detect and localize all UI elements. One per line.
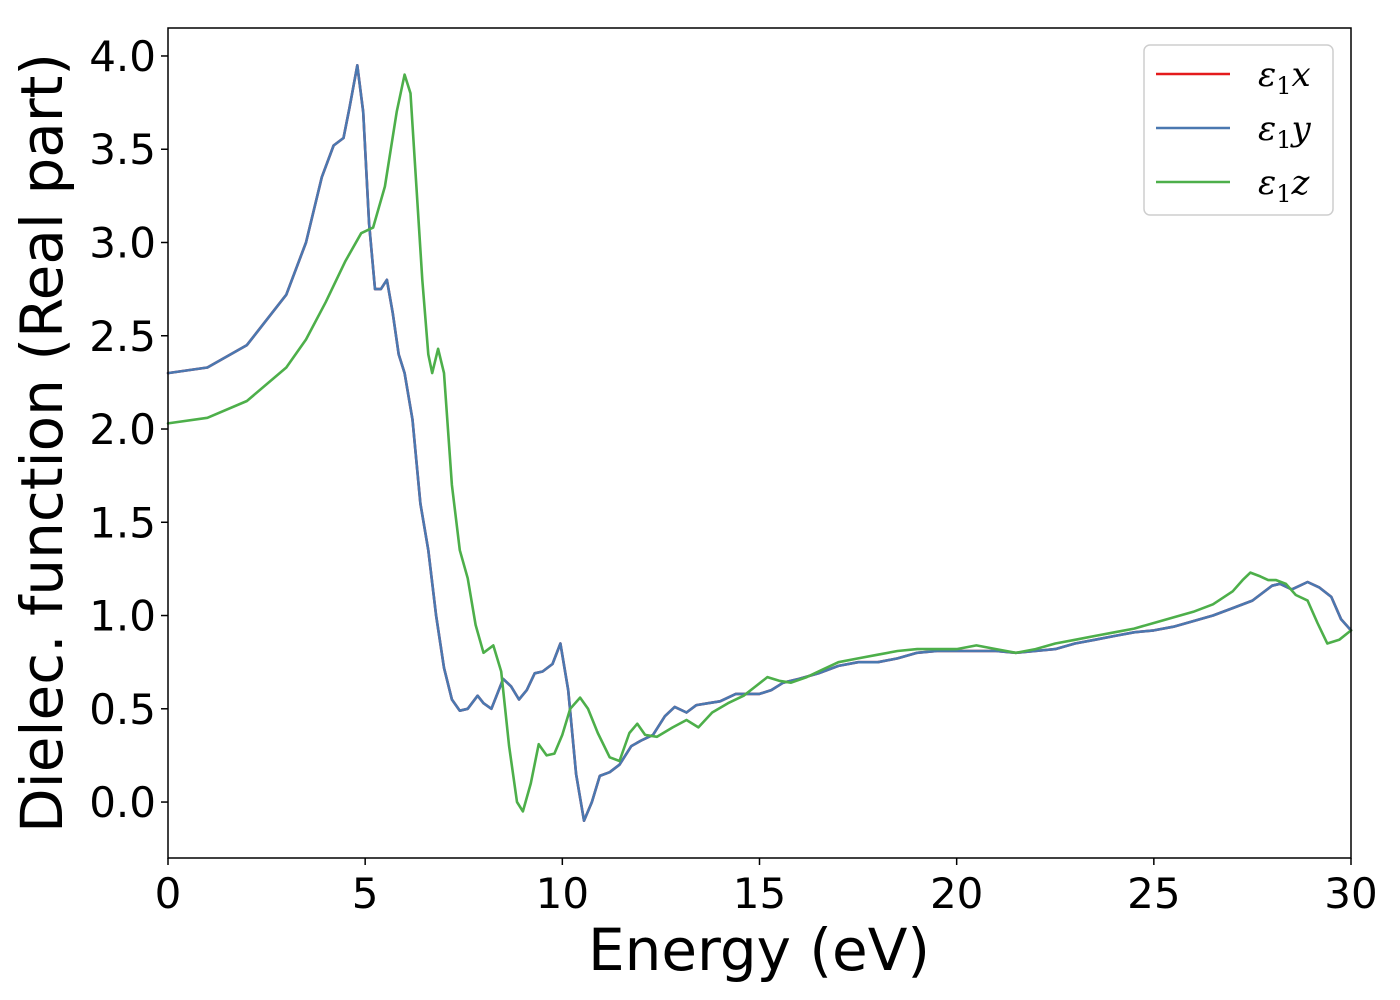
series-line-z [166,73,1353,813]
y-tick-label: 3.5 [89,125,156,174]
x-tick-label: 0 [155,869,182,918]
x-tick-label: 15 [733,869,786,918]
x-tick-label: 20 [930,869,983,918]
y-axis-title: Dielec. function (Real part) [8,53,76,833]
y-tick-label: 0.0 [89,778,156,827]
y-tick-label: 2.5 [89,312,156,361]
x-tick-label: 25 [1127,869,1180,918]
y-tick-label: 1.0 [89,592,156,641]
legend-box [1143,44,1334,216]
y-tick-label: 1.5 [89,498,156,547]
y-tick-label: 3.0 [89,218,156,267]
y-axis: 0.0 0.5 1.0 1.5 2.0 2.5 3.0 3.5 4.0 [89,32,168,827]
legend-label-y: ε1y [1258,109,1312,154]
x-axis: 0 5 10 15 20 25 30 [155,858,1378,918]
x-tick-label: 30 [1324,869,1377,918]
y-tick-label: 4.0 [89,32,156,81]
y-tick-label: 0.5 [89,685,156,734]
y-tick-label: 2.0 [89,405,156,454]
series-line-y [166,64,1353,822]
x-tick-label: 10 [536,869,589,918]
x-tick-label: 5 [352,869,379,918]
legend: ε1x ε1y ε1z [1143,44,1334,216]
legend-label-z: ε1z [1258,163,1311,208]
x-axis-title: Energy (eV) [588,916,930,984]
series-layer [166,64,1353,822]
legend-label-x: ε1x [1258,55,1311,100]
